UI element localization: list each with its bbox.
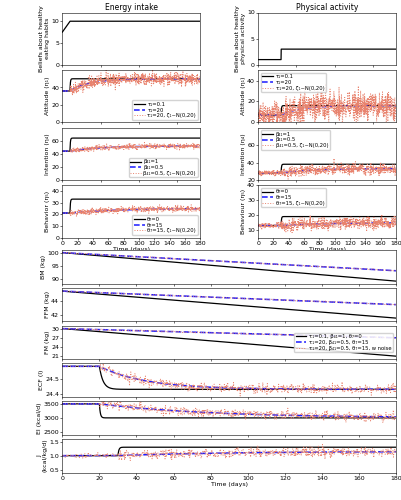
Y-axis label: Intention (η₄): Intention (η₄) bbox=[240, 133, 245, 174]
Legend: τ₁=0.1, β₄₁=1, θ₇=0, τ₁=20, β₄₁=0.5, θ₇=15, τ₁=20, β₄₁=0.5, θ₇=15, w noise: τ₁=0.1, β₄₁=1, θ₇=0, τ₁=20, β₄₁=0.5, θ₇=… bbox=[294, 332, 392, 352]
Legend: τ₁=0.1, τ₁=20, τ₁=20, ζ₁~N(0,20): τ₁=0.1, τ₁=20, τ₁=20, ζ₁~N(0,20) bbox=[132, 100, 197, 119]
Y-axis label: Behaviour (η₅): Behaviour (η₅) bbox=[240, 189, 245, 234]
Legend: θ₇=0, θ₇=15, θ₇=15, ζ₁~N(0,20): θ₇=0, θ₇=15, θ₇=15, ζ₁~N(0,20) bbox=[132, 216, 197, 235]
Legend: θ₇=0, θ₇=15, θ₇=15, ζ₁~N(0,20): θ₇=0, θ₇=15, θ₇=15, ζ₁~N(0,20) bbox=[260, 188, 325, 207]
Y-axis label: BM (kg): BM (kg) bbox=[41, 255, 46, 279]
Y-axis label: J
(kcal/kg/d): J (kcal/kg/d) bbox=[37, 439, 48, 472]
X-axis label: Time (days): Time (days) bbox=[210, 482, 247, 487]
Y-axis label: FM (kg): FM (kg) bbox=[45, 330, 50, 354]
Legend: β₄₁=1, β₄₁=0.5, β₄₁=0.5, ζ₁~N(0,20): β₄₁=1, β₄₁=0.5, β₄₁=0.5, ζ₁~N(0,20) bbox=[260, 130, 329, 150]
Y-axis label: Intention (η₄): Intention (η₄) bbox=[45, 133, 50, 174]
Legend: β₄₁=1, β₄₁=0.5, β₄₁=0.5, ζ₁~N(0,20): β₄₁=1, β₄₁=0.5, β₄₁=0.5, ζ₁~N(0,20) bbox=[128, 158, 197, 178]
Legend: τ₁=0.1, τ₁=20, τ₁=20, ζ₁~N(0,20): τ₁=0.1, τ₁=20, τ₁=20, ζ₁~N(0,20) bbox=[260, 72, 325, 92]
Title: Physical activity: Physical activity bbox=[295, 4, 357, 13]
X-axis label: Time (days): Time (days) bbox=[308, 247, 345, 252]
Y-axis label: ECF (l): ECF (l) bbox=[38, 370, 44, 390]
Y-axis label: Attitude (η₁): Attitude (η₁) bbox=[240, 77, 245, 116]
Title: Energy intake: Energy intake bbox=[105, 4, 157, 13]
Y-axis label: Behavior (η₅): Behavior (η₅) bbox=[45, 191, 50, 232]
Y-axis label: Beliefs about healthy
eating habits: Beliefs about healthy eating habits bbox=[39, 5, 50, 72]
Y-axis label: EI (kcal/d): EI (kcal/d) bbox=[37, 402, 42, 434]
Y-axis label: Beliefs about healthy
physical activity: Beliefs about healthy physical activity bbox=[234, 5, 245, 72]
X-axis label: Time (days): Time (days) bbox=[112, 247, 150, 252]
Y-axis label: Attitude (η₁): Attitude (η₁) bbox=[45, 77, 50, 116]
Y-axis label: FFM (kg): FFM (kg) bbox=[45, 291, 50, 318]
